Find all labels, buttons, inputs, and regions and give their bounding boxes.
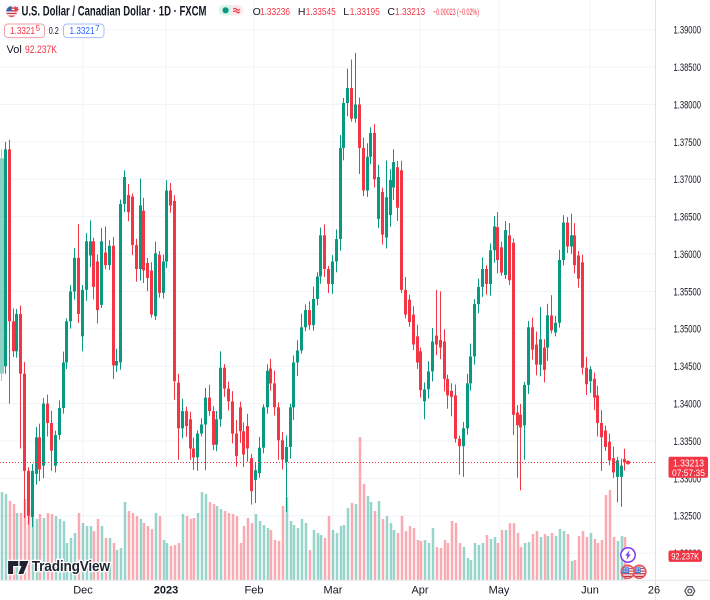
svg-text:Feb: Feb xyxy=(245,585,264,597)
svg-text:07:57:35: 07:57:35 xyxy=(672,468,705,478)
svg-text:TradingView: TradingView xyxy=(32,559,111,575)
svg-text:1.33213: 1.33213 xyxy=(673,459,704,470)
svg-text:1.32500: 1.32500 xyxy=(674,511,702,523)
svg-text:1.33236: 1.33236 xyxy=(260,7,290,18)
svg-text:1.35500: 1.35500 xyxy=(674,286,702,298)
svg-text:Vol: Vol xyxy=(7,44,22,56)
svg-text:U.S. Dollar / Canadian Dollar: U.S. Dollar / Canadian Dollar · 1D · FXC… xyxy=(22,4,207,19)
svg-text:1.33195: 1.33195 xyxy=(350,7,380,18)
svg-text:1.34500: 1.34500 xyxy=(674,361,702,373)
svg-text:Apr: Apr xyxy=(411,585,428,597)
svg-text:1.35000: 1.35000 xyxy=(674,324,702,336)
svg-text:1.33213: 1.33213 xyxy=(395,7,425,18)
svg-text:5: 5 xyxy=(36,24,41,33)
svg-text:O: O xyxy=(253,6,261,18)
svg-text:1.37000: 1.37000 xyxy=(674,174,702,186)
svg-text:Jun: Jun xyxy=(581,585,599,597)
svg-text:L: L xyxy=(343,6,349,18)
svg-text:Dec: Dec xyxy=(73,585,93,597)
svg-text:7: 7 xyxy=(95,24,100,33)
svg-text:1.36500: 1.36500 xyxy=(674,212,702,224)
svg-text:1.3321: 1.3321 xyxy=(70,25,95,37)
svg-text:H: H xyxy=(298,6,306,18)
svg-text:92.237K: 92.237K xyxy=(671,551,699,562)
svg-text:−0.00023 (−0.02%): −0.00023 (−0.02%) xyxy=(433,7,479,17)
svg-text:2023: 2023 xyxy=(154,585,178,597)
svg-text:0.2: 0.2 xyxy=(49,26,59,37)
svg-text:1.34000: 1.34000 xyxy=(674,399,702,411)
svg-text:1.39000: 1.39000 xyxy=(674,25,702,37)
svg-text:92.237K: 92.237K xyxy=(25,44,58,56)
svg-text:1.33500: 1.33500 xyxy=(674,436,702,448)
svg-text:Mar: Mar xyxy=(324,585,343,597)
svg-text:1.37500: 1.37500 xyxy=(674,137,702,149)
svg-text:1.33545: 1.33545 xyxy=(306,7,336,18)
svg-text:May: May xyxy=(489,585,510,597)
svg-text:C: C xyxy=(387,6,395,18)
svg-text:1.38000: 1.38000 xyxy=(674,99,702,111)
svg-text:1.38500: 1.38500 xyxy=(674,62,702,74)
svg-text:1.3321: 1.3321 xyxy=(10,25,35,37)
svg-text:26: 26 xyxy=(648,585,660,597)
svg-text:1.36000: 1.36000 xyxy=(674,249,702,261)
